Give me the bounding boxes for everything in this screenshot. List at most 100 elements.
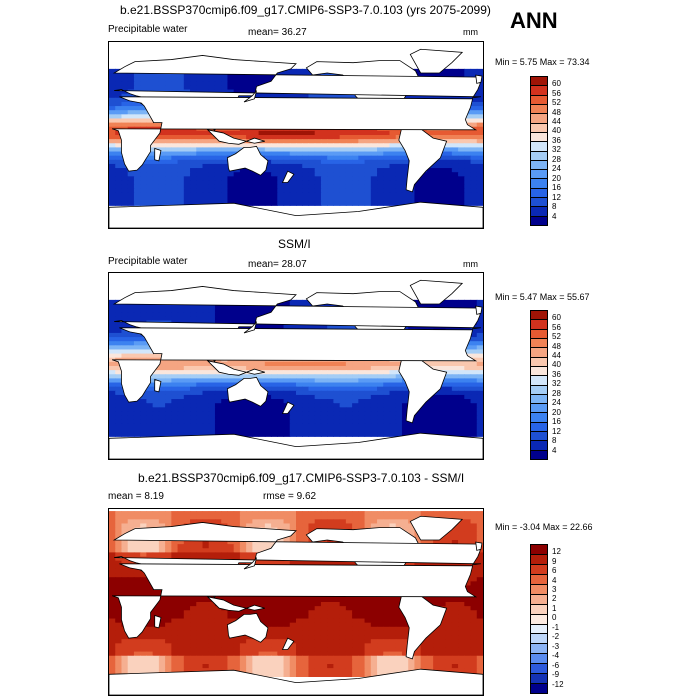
field-cell [327,411,334,417]
field-cell [208,423,216,429]
field-cell [451,540,459,545]
field-cell [302,68,310,74]
field-cell [239,85,247,91]
colorbar-tick-label: 24 [552,164,561,174]
field-cell [146,155,154,161]
field-cell [233,85,241,91]
field-cell [171,130,179,136]
land-uk [475,305,483,315]
field-cell [370,139,378,144]
field-cell [327,139,334,144]
field-cell [333,511,341,516]
field-cell [246,180,253,186]
field-cell [470,135,478,140]
field-cell [420,172,428,177]
field-cell [146,515,154,520]
field-cell [352,403,359,408]
field-cell [109,118,116,124]
field-cell [451,403,459,408]
field-cell [370,394,378,400]
field-cell [277,423,285,429]
field-cell [277,135,285,140]
field-cell [333,370,341,375]
field-cell [426,197,434,202]
field-cell [296,386,303,392]
field-cell [127,93,135,99]
field-cell [283,382,291,388]
field-cell [264,304,272,309]
field-cell [283,130,291,136]
field-cell [115,114,123,120]
field-cell [476,106,483,111]
field-cell [202,386,210,392]
field-cell [233,77,241,82]
field-cell [389,399,397,404]
field-cell [283,428,291,433]
field-cell [377,366,384,371]
field-cell [121,188,129,194]
field-cell [283,68,291,74]
field-cell [395,159,403,165]
field-cell [177,428,185,433]
field-cell [127,403,135,408]
field-cell [426,304,434,309]
field-cell [196,130,204,136]
field-cell [271,407,278,413]
field-cell [177,382,185,388]
field-cell [140,345,147,351]
field-cell [133,77,141,82]
field-cell [314,560,322,566]
field-cell [258,81,266,86]
field-cell [333,324,341,330]
field-cell [252,560,260,566]
field-cell [196,139,204,144]
field-cell [476,511,483,516]
field-cell [283,324,291,330]
field-cell [258,180,266,186]
field-cell [146,349,154,355]
field-cell [171,382,179,388]
field-cell [121,544,129,549]
field-cell [208,135,216,140]
field-cell [283,399,291,404]
field-cell [283,168,291,173]
field-cell [426,172,434,177]
field-cell [327,366,334,371]
field-cell [158,139,166,144]
field-cell [470,390,478,396]
field-cell [345,139,353,144]
field-cell [339,511,347,516]
field-cell [377,139,384,144]
field-cell [352,135,359,140]
field-cell [158,519,166,525]
field-cell [420,176,428,182]
field-cell [333,428,341,433]
field-cell [190,386,197,392]
field-cell [408,324,416,330]
field-cell [271,399,278,404]
field-cell [233,415,241,421]
field-cell [439,423,447,429]
field-cell [171,201,179,206]
field-cell [476,535,483,541]
field-cell [190,399,197,404]
field-cell [445,192,453,198]
field-cell [252,552,260,558]
field-cell [258,147,266,153]
field-cell [345,163,353,169]
field-cell [252,511,260,516]
field-cell [121,176,129,182]
field-cell [470,101,478,107]
field-cell [202,172,210,177]
colorbar-swatch [531,413,547,423]
field-cell [177,316,185,322]
field-cell [426,180,434,186]
field-cell [171,304,179,309]
field-cell [470,172,478,177]
field-cell [464,68,472,74]
field-cell [308,197,316,202]
field-cell [464,428,472,433]
field-cell [190,81,197,86]
field-cell [171,378,179,384]
field-cell [302,163,310,169]
